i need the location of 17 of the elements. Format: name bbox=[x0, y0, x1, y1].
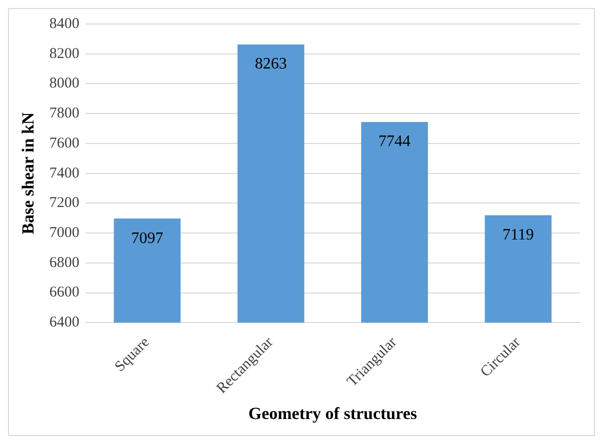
y-tick-label: 7800 bbox=[49, 106, 80, 122]
y-axis-title: Base shear in kN bbox=[18, 112, 38, 234]
y-tick-label: 8000 bbox=[49, 76, 80, 92]
y-tick-label: 6400 bbox=[49, 314, 80, 331]
y-tick-label: 8200 bbox=[49, 46, 80, 62]
data-label: 7119 bbox=[502, 226, 534, 244]
y-tick-label: 8400 bbox=[49, 16, 80, 32]
y-tick-label: 7200 bbox=[49, 195, 80, 212]
data-label: 8263 bbox=[254, 56, 287, 73]
data-label: 7744 bbox=[378, 133, 411, 150]
y-tick-label: 7600 bbox=[49, 135, 80, 152]
y-tick-label: 6800 bbox=[49, 254, 80, 271]
data-label: 7097 bbox=[131, 230, 164, 247]
y-tick-label: 6600 bbox=[49, 284, 80, 301]
x-axis-title: Geometry of structures bbox=[248, 404, 418, 424]
y-tick-label: 7400 bbox=[49, 165, 80, 182]
y-tick-label: 7000 bbox=[49, 224, 80, 241]
